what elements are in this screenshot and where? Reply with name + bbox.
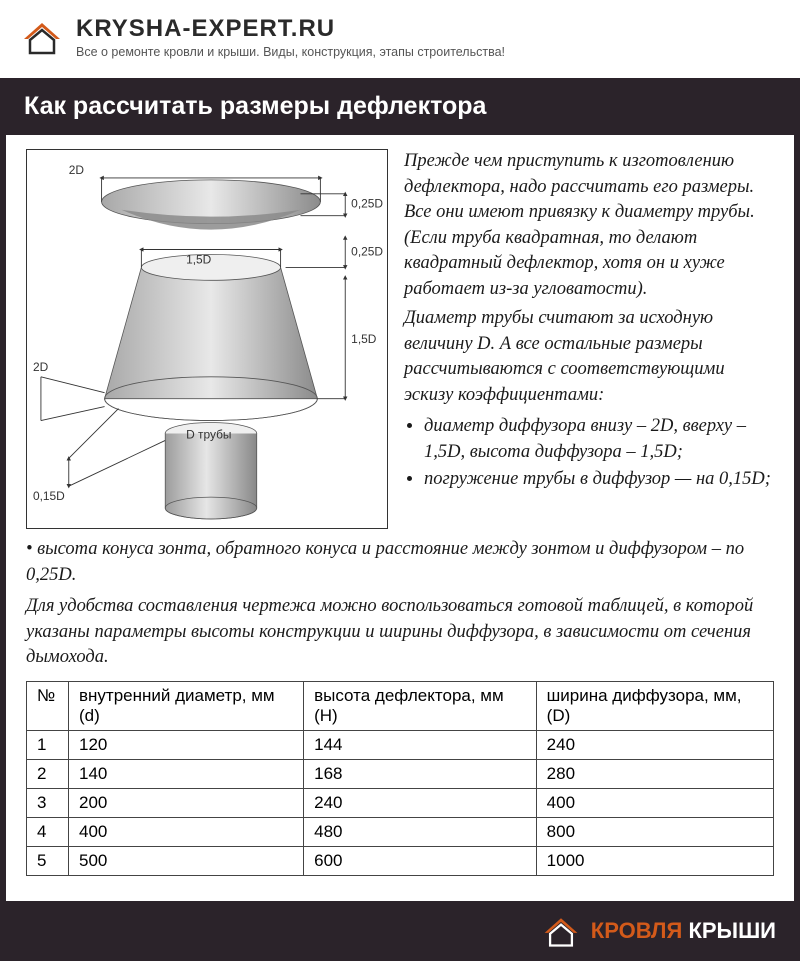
page-title: Как рассчитать размеры дефлектора [0,78,800,135]
header-text: KRYSHA-EXPERT.RU Все о ремонте кровли и … [76,15,505,59]
table-cell: 400 [69,817,304,846]
table-cell: 1 [27,730,69,759]
table-cell: 144 [304,730,537,759]
dim-pipe: D трубы [186,427,231,441]
tagline: Все о ремонте кровли и крыши. Виды, конс… [76,45,505,59]
table-header-row: № внутренний диаметр, мм (d) высота дефл… [27,681,774,730]
para4: Для удобства составления чертежа можно в… [26,594,774,671]
dim-025d-b: 0,25D [351,244,383,258]
footer: КРОВЛЯ КРЫШИ [0,901,800,961]
table-row: 2140168280 [27,759,774,788]
table-cell: 800 [536,817,773,846]
footer-brand2: КРЫШИ [688,918,776,943]
table-cell: 200 [69,788,304,817]
col-d: внутренний диаметр, мм (d) [69,681,304,730]
bullet2: погружение трубы в диффузор — на 0,15D; [424,467,774,493]
para2: Диаметр трубы считают за исходную величи… [404,306,774,408]
intro-text: Прежде чем приступить к изготовлению деф… [404,149,774,529]
page: KRYSHA-EXPERT.RU Все о ремонте кровли и … [0,0,800,960]
below-text: • высота конуса зонта, обратного конуса … [26,537,774,671]
dim-15d-top: 1,5D [186,252,212,266]
table-cell: 280 [536,759,773,788]
dim-025d-a: 0,25D [351,197,383,211]
table-cell: 3 [27,788,69,817]
bullet1: диаметр диффузора внизу – 2D, вверху – 1… [424,414,774,465]
table-row: 1120144240 [27,730,774,759]
top-row: 2D 0,25D 1,5D 0,25D 1,5D 2D 0,15D D труб… [26,149,774,529]
footer-brand1: КРОВЛЯ [591,918,683,943]
para3: • высота конуса зонта, обратного конуса … [26,537,774,588]
table-row: 3200240400 [27,788,774,817]
table-cell: 600 [304,846,537,875]
footer-logo: КРОВЛЯ КРЫШИ [541,911,776,951]
logo-icon [20,15,64,59]
col-num: № [27,681,69,730]
table-cell: 400 [536,788,773,817]
dimensions-table: № внутренний диаметр, мм (d) высота дефл… [26,681,774,876]
table-row: 55006001000 [27,846,774,875]
dim-bottom-2d: 2D [33,360,49,374]
col-h: высота дефлектора, мм (Н) [304,681,537,730]
col-D: ширина диффузора, мм, (D) [536,681,773,730]
table-cell: 4 [27,817,69,846]
para1: Прежде чем приступить к изготовлению деф… [404,149,774,302]
table-cell: 168 [304,759,537,788]
deflector-diagram: 2D 0,25D 1,5D 0,25D 1,5D 2D 0,15D D труб… [26,149,388,529]
dim-15d-side: 1,5D [351,332,377,346]
dim-015d: 0,15D [33,489,65,503]
table-cell: 5 [27,846,69,875]
bullet-list: диаметр диффузора внизу – 2D, вверху – 1… [404,414,774,493]
table-cell: 500 [69,846,304,875]
table-row: 4400480800 [27,817,774,846]
dim-top-2d: 2D [69,163,85,177]
header: KRYSHA-EXPERT.RU Все о ремонте кровли и … [0,0,800,78]
footer-logo-icon [541,911,581,951]
table-cell: 120 [69,730,304,759]
table-cell: 140 [69,759,304,788]
table-cell: 1000 [536,846,773,875]
table-cell: 240 [304,788,537,817]
table-cell: 240 [536,730,773,759]
site-name: KRYSHA-EXPERT.RU [76,15,505,43]
table-cell: 480 [304,817,537,846]
table-cell: 2 [27,759,69,788]
footer-brand: КРОВЛЯ КРЫШИ [591,918,776,944]
content: 2D 0,25D 1,5D 0,25D 1,5D 2D 0,15D D труб… [0,135,800,901]
